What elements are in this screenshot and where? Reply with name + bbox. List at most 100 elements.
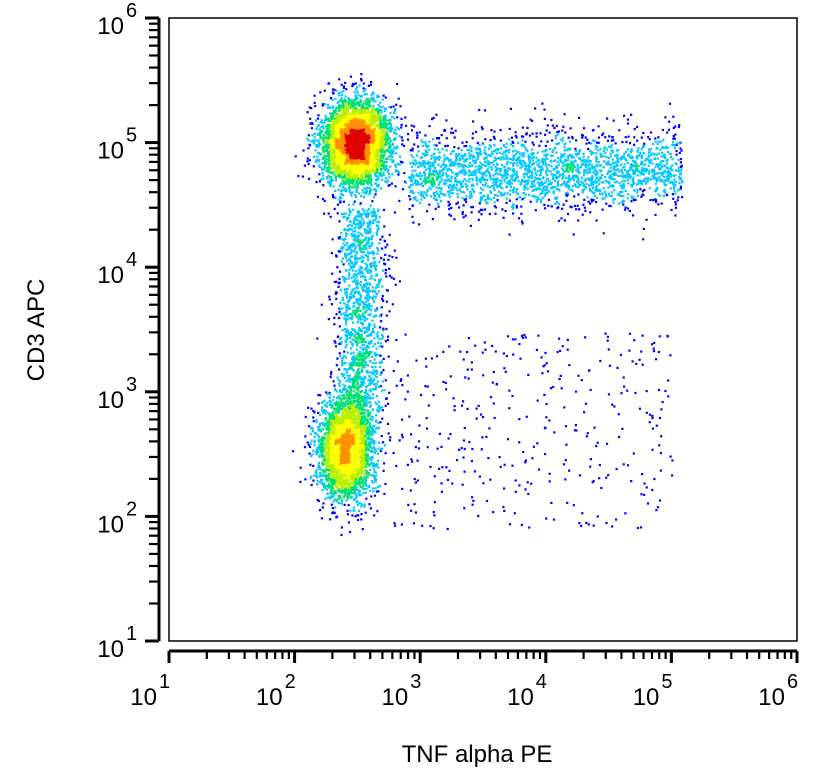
- event-point: [347, 182, 350, 186]
- event-point: [396, 170, 400, 173]
- event-point: [363, 113, 366, 117]
- event-point: [355, 96, 358, 99]
- event-point: [354, 131, 357, 134]
- event-point: [368, 193, 371, 196]
- event-point: [362, 149, 365, 152]
- event-point: [347, 126, 351, 129]
- event-point: [382, 441, 385, 444]
- event-point: [358, 123, 361, 126]
- event-point: [355, 184, 359, 188]
- event-point: [349, 120, 352, 123]
- event-point: [372, 147, 376, 151]
- event-point: [369, 438, 372, 441]
- event-point: [346, 132, 349, 136]
- event-point: [353, 146, 356, 149]
- event-point: [362, 145, 365, 148]
- event-point: [322, 146, 325, 149]
- event-point: [352, 155, 355, 158]
- event-point: [377, 185, 380, 188]
- event-point: [333, 157, 336, 160]
- event-point: [369, 134, 372, 137]
- event-point: [348, 166, 351, 169]
- event-point: [343, 187, 346, 190]
- event-point: [380, 130, 383, 133]
- event-point: [372, 462, 376, 466]
- event-point: [362, 143, 365, 146]
- event-point: [348, 119, 351, 122]
- event-point: [346, 127, 349, 130]
- event-point: [336, 128, 339, 131]
- event-point: [362, 87, 365, 90]
- event-point: [357, 131, 360, 134]
- event-point: [343, 100, 347, 103]
- event-point: [370, 81, 373, 84]
- event-point: [352, 130, 355, 133]
- event-point: [368, 104, 371, 107]
- event-point: [389, 165, 392, 168]
- event-point: [348, 185, 351, 188]
- event-point: [371, 99, 374, 102]
- event-point: [377, 159, 380, 162]
- event-point: [365, 143, 369, 146]
- event-point: [307, 147, 310, 150]
- event-point: [355, 457, 358, 460]
- event-point: [352, 108, 355, 111]
- event-point: [372, 120, 375, 123]
- event-point: [353, 200, 356, 203]
- event-point: [380, 435, 383, 438]
- event-point: [315, 158, 318, 161]
- event-point: [362, 129, 365, 132]
- event-point: [335, 163, 338, 166]
- event-point: [316, 145, 319, 149]
- event-point: [393, 111, 396, 114]
- event-point: [377, 141, 380, 144]
- event-point: [361, 135, 365, 138]
- event-point: [330, 167, 333, 170]
- event-point: [344, 162, 347, 165]
- event-point: [357, 111, 360, 114]
- event-point: [343, 139, 346, 142]
- event-point: [332, 114, 335, 118]
- event-point: [371, 158, 374, 161]
- event-point: [377, 167, 380, 170]
- event-point: [351, 492, 355, 495]
- event-point: [340, 128, 343, 131]
- event-point: [353, 102, 356, 105]
- event-point: [335, 107, 338, 110]
- event-point: [357, 170, 360, 173]
- event-point: [370, 184, 373, 187]
- event-point: [377, 157, 380, 160]
- event-point: [324, 149, 327, 152]
- event-point: [318, 142, 321, 145]
- event-point: [338, 171, 341, 174]
- event-point: [340, 157, 344, 161]
- event-point: [376, 138, 380, 141]
- event-point: [385, 165, 388, 168]
- event-point: [355, 180, 358, 183]
- event-point: [352, 203, 355, 206]
- event-point: [342, 103, 345, 106]
- event-point: [375, 146, 378, 149]
- event-point: [379, 143, 382, 146]
- event-point: [373, 145, 376, 148]
- event-point: [354, 515, 357, 518]
- event-point: [384, 180, 387, 183]
- event-point: [338, 164, 341, 167]
- event-point: [342, 108, 345, 111]
- event-point: [323, 89, 326, 92]
- event-point: [356, 137, 359, 140]
- event-point: [352, 162, 355, 165]
- event-point: [385, 132, 388, 135]
- event-point: [373, 196, 376, 199]
- event-point: [323, 432, 326, 435]
- event-point: [398, 199, 401, 202]
- event-point: [354, 135, 357, 138]
- event-point: [327, 103, 330, 107]
- event-point: [379, 171, 382, 174]
- event-point: [335, 153, 339, 156]
- event-point: [343, 151, 346, 155]
- event-point: [343, 188, 346, 191]
- event-point: [338, 196, 341, 199]
- event-point: [359, 202, 362, 205]
- event-point: [326, 124, 329, 127]
